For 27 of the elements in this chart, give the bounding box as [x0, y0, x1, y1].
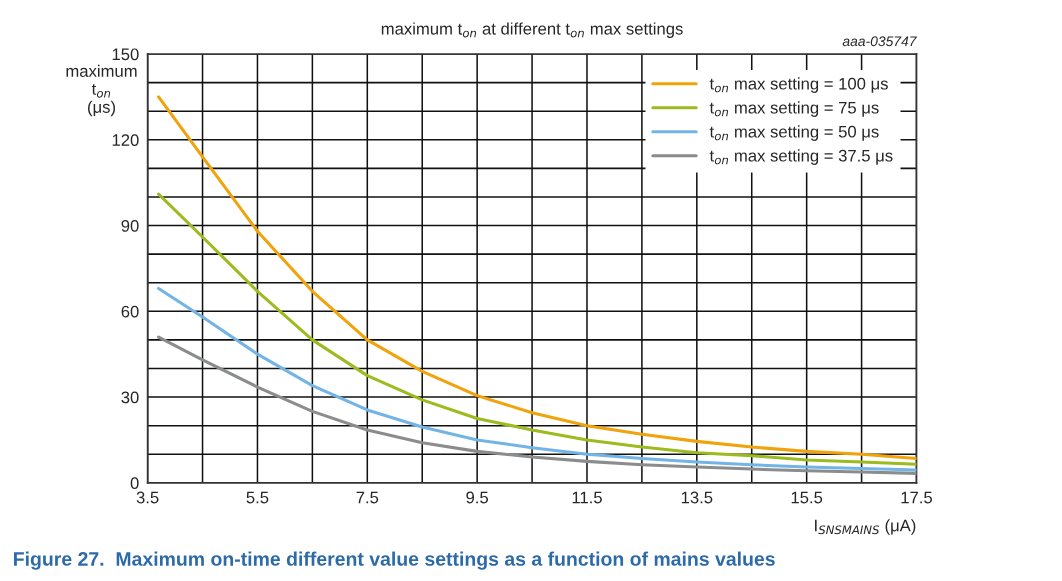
x-tick-label: 9.5	[466, 491, 489, 504]
x-tick-label: 3.5	[136, 491, 159, 504]
x-tick-label: 17.5	[901, 491, 933, 504]
line-series	[157, 335, 917, 475]
line-series	[157, 95, 917, 461]
x-axis-title: I$_{SNSMAINS}$ (μA)	[815, 519, 916, 535]
line-series	[157, 286, 917, 472]
line-series	[157, 192, 917, 466]
y-tick-label: 90	[121, 219, 139, 232]
x-tick-label: 5.5	[246, 491, 269, 504]
legend-label: t$_{on}$ max setting = 50 μs	[709, 125, 879, 141]
x-tick-label: 13.5	[681, 491, 713, 504]
legend-label: t$_{on}$ max setting = 100 μs	[709, 77, 888, 93]
y-tick-label: 120	[112, 134, 139, 146]
y-tick-label: 60	[121, 305, 139, 318]
y-tick-label: 150	[112, 48, 139, 61]
y-tick-label: 30	[121, 391, 139, 404]
text: aaa-035747	[842, 36, 917, 47]
legend-label: t$_{on}$ max setting = 75 μs	[709, 101, 879, 117]
x-tick-label: 15.5	[791, 491, 823, 504]
chart-title: maximum t$_{on}$ at different t$_{on}$ max settings	[381, 22, 683, 38]
x-tick-label: 11.5	[572, 491, 602, 504]
y-axis-title: maximum t$_{on}$ (μs)	[66, 64, 137, 117]
caption: Figure 27. Maximum on-time different value settings as a function of mains values	[14, 551, 775, 570]
x-tick-label: 7.5	[356, 491, 379, 504]
legend-label: t$_{on}$ max setting = 37.5 μs	[709, 149, 893, 165]
y-tick-label: 0	[130, 477, 139, 490]
